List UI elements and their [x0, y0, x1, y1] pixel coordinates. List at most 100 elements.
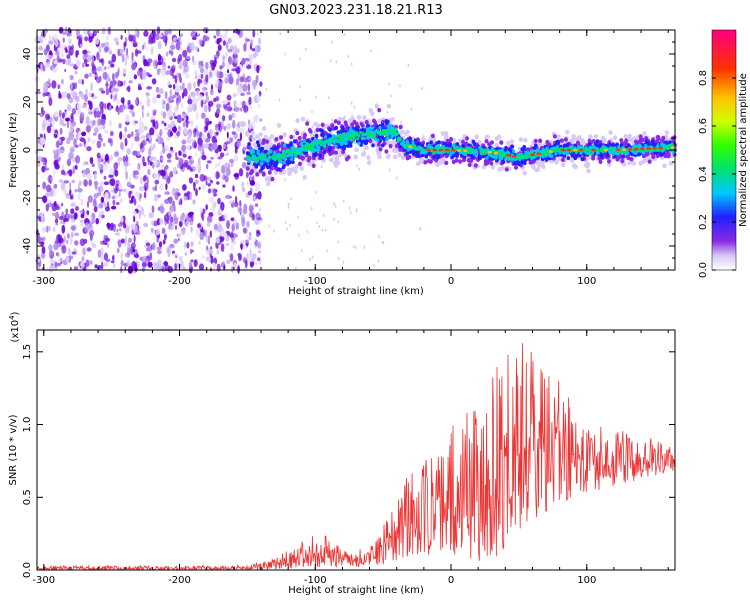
signal-cell — [330, 123, 335, 128]
noise-cell — [68, 47, 74, 56]
noise-cell — [134, 198, 137, 206]
noise-cell — [103, 129, 109, 134]
noise-cell — [101, 90, 106, 94]
noise-cell — [258, 208, 261, 212]
noise-cell — [201, 60, 204, 67]
signal-cell — [346, 155, 351, 160]
noise-cell — [210, 206, 216, 212]
noise-cell — [235, 66, 241, 75]
noise-cell — [107, 159, 110, 164]
noise-cell — [162, 111, 167, 119]
noise-cell — [337, 257, 340, 261]
noise-cell — [62, 92, 66, 99]
noise-cell — [331, 118, 334, 122]
noise-cell — [50, 176, 53, 183]
noise-cell — [239, 121, 246, 127]
noise-cell — [53, 183, 58, 189]
signal-cell — [471, 139, 476, 144]
signal-cell — [413, 138, 418, 143]
noise-cell — [170, 50, 174, 56]
noise-cell — [248, 77, 251, 81]
signal-cell — [644, 139, 648, 144]
noise-cell — [256, 64, 260, 74]
noise-cell — [92, 198, 97, 208]
signal-cell — [389, 131, 393, 136]
noise-cell — [253, 196, 256, 200]
noise-cell — [299, 98, 302, 102]
noise-cell — [55, 238, 58, 243]
noise-cell — [239, 92, 245, 97]
noise-cell — [85, 120, 91, 126]
noise-cell — [243, 105, 249, 114]
noise-cell — [41, 236, 46, 242]
noise-cell — [101, 27, 106, 35]
noise-cell — [305, 48, 307, 52]
signal-cell — [517, 162, 521, 167]
noise-cell — [249, 176, 253, 181]
signal-cell — [631, 160, 636, 166]
noise-cell — [45, 62, 51, 68]
signal-cell — [349, 127, 353, 131]
noise-cell — [175, 152, 178, 158]
noise-cell — [61, 78, 64, 85]
noise-cell — [171, 57, 177, 63]
noise-cell — [69, 181, 72, 191]
noise-cell — [108, 105, 112, 112]
signal-cell — [336, 120, 341, 126]
noise-cell — [125, 154, 128, 163]
signal-cell — [376, 151, 381, 157]
noise-cell — [95, 218, 99, 225]
signal-cell — [423, 160, 428, 165]
noise-cell — [298, 233, 300, 237]
noise-cell — [257, 191, 262, 200]
noise-cell — [166, 136, 171, 142]
noise-cell — [251, 213, 255, 221]
noise-cell — [46, 184, 52, 193]
noise-cell — [231, 68, 237, 72]
noise-cell — [154, 184, 157, 192]
noise-cell — [191, 156, 195, 161]
noise-cell — [76, 103, 81, 110]
noise-cell — [73, 266, 79, 271]
noise-cell — [205, 245, 209, 251]
noise-cell — [235, 233, 238, 238]
noise-cell — [71, 108, 77, 115]
noise-cell — [69, 189, 72, 196]
noise-cell — [40, 63, 43, 72]
noise-cell — [67, 104, 72, 112]
noise-cell — [127, 85, 131, 93]
noise-cell — [176, 163, 181, 169]
noise-cell — [255, 245, 257, 249]
signal-cell — [405, 151, 410, 156]
noise-cell — [201, 134, 207, 141]
noise-cell — [218, 236, 225, 243]
noise-cell — [322, 214, 325, 218]
signal-cell — [485, 156, 489, 160]
noise-cell — [229, 253, 234, 262]
noise-cell — [261, 218, 264, 222]
signal-cell — [340, 116, 346, 122]
noise-cell — [124, 137, 128, 147]
noise-cell — [112, 254, 115, 261]
signal-cell — [494, 136, 499, 142]
noise-cell — [123, 41, 127, 47]
noise-cell — [87, 200, 89, 208]
noise-cell — [217, 44, 222, 51]
noise-cell — [95, 37, 100, 45]
noise-cell — [84, 93, 88, 103]
noise-cell — [53, 226, 56, 233]
signal-cell — [615, 157, 620, 162]
noise-cell — [220, 243, 225, 252]
noise-cell — [79, 90, 82, 95]
noise-cell — [103, 181, 109, 186]
noise-cell — [111, 53, 117, 63]
noise-cell — [46, 125, 52, 134]
noise-cell — [287, 205, 290, 209]
signal-cell — [591, 156, 596, 161]
noise-cell — [284, 221, 287, 224]
noise-cell — [120, 252, 124, 261]
noise-cell — [209, 230, 212, 238]
noise-cell — [234, 201, 239, 208]
noise-cell — [220, 201, 225, 211]
noise-cell — [115, 40, 120, 46]
